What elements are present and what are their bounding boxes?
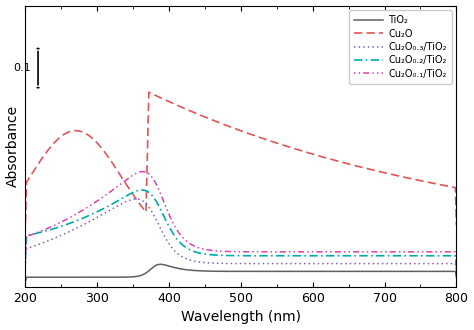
TiO₂ (249, 269, 255, 273)
Line: Cu₂O: Cu₂O (25, 92, 456, 235)
Cu₂O (146, 90, 152, 94)
Cu₂O₀.₂/TiO₂ (139, 188, 145, 192)
Cu₂O (454, 223, 459, 227)
X-axis label: Wavelength (nm): Wavelength (nm) (181, 311, 301, 324)
Cu₂O₀.₃/TiO₂ (210, 261, 215, 265)
Cu₂O₀.₃/TiO₂ (22, 266, 28, 270)
Y-axis label: Absorbance: Absorbance (6, 105, 19, 187)
Cu₂O (168, 100, 173, 104)
Cu₂O₀.₁/TiO₂ (249, 250, 255, 254)
TiO₂ (95, 275, 100, 279)
Text: 0.1: 0.1 (13, 63, 31, 73)
Line: Cu₂O₀.₂/TiO₂: Cu₂O₀.₂/TiO₂ (25, 190, 456, 268)
Cu₂O₀.₃/TiO₂ (168, 244, 173, 248)
Cu₂O₀.₂/TiO₂ (210, 253, 215, 257)
Line: Cu₂O₀.₁/TiO₂: Cu₂O₀.₁/TiO₂ (25, 172, 456, 265)
Cu₂O₀.₁/TiO₂ (140, 170, 146, 174)
TiO₂ (22, 280, 28, 284)
Cu₂O₀.₁/TiO₂ (210, 248, 215, 252)
Cu₂O₀.₂/TiO₂ (454, 266, 459, 270)
Cu₂O₀.₃/TiO₂ (80, 223, 85, 227)
TiO₂ (258, 269, 264, 273)
Cu₂O₀.₃/TiO₂ (454, 270, 459, 274)
Line: TiO₂: TiO₂ (25, 264, 456, 282)
Cu₂O₀.₂/TiO₂ (80, 216, 85, 220)
Legend: TiO₂, Cu₂O, Cu₂O₀.₃/TiO₂, Cu₂O₀.₂/TiO₂, Cu₂O₀.₁/TiO₂: TiO₂, Cu₂O, Cu₂O₀.₃/TiO₂, Cu₂O₀.₂/TiO₂, … (349, 11, 452, 84)
Cu₂O (95, 142, 100, 146)
Line: Cu₂O₀.₃/TiO₂: Cu₂O₀.₃/TiO₂ (25, 199, 456, 272)
Cu₂O (258, 136, 264, 140)
Cu₂O₀.₂/TiO₂ (22, 259, 28, 263)
Cu₂O₀.₂/TiO₂ (168, 228, 173, 232)
Cu₂O₀.₃/TiO₂ (249, 262, 255, 266)
Cu₂O₀.₂/TiO₂ (249, 254, 255, 258)
TiO₂ (454, 275, 459, 279)
Cu₂O₀.₃/TiO₂ (95, 215, 100, 219)
Cu₂O (249, 133, 255, 137)
Cu₂O₀.₁/TiO₂ (95, 199, 100, 203)
TiO₂ (157, 262, 163, 266)
Cu₂O (22, 233, 28, 237)
Cu₂O₀.₃/TiO₂ (258, 262, 264, 266)
Cu₂O (80, 130, 85, 134)
Cu₂O₀.₁/TiO₂ (168, 216, 173, 220)
TiO₂ (210, 269, 215, 273)
Cu₂O (210, 118, 215, 122)
TiO₂ (80, 275, 85, 279)
Cu₂O₀.₂/TiO₂ (258, 254, 264, 258)
Cu₂O₀.₁/TiO₂ (454, 263, 459, 267)
Cu₂O₀.₁/TiO₂ (80, 209, 85, 213)
TiO₂ (168, 265, 173, 269)
Cu₂O₀.₁/TiO₂ (22, 260, 28, 264)
Cu₂O₀.₃/TiO₂ (133, 197, 139, 201)
Cu₂O₀.₂/TiO₂ (95, 210, 100, 214)
Cu₂O₀.₁/TiO₂ (258, 250, 264, 254)
